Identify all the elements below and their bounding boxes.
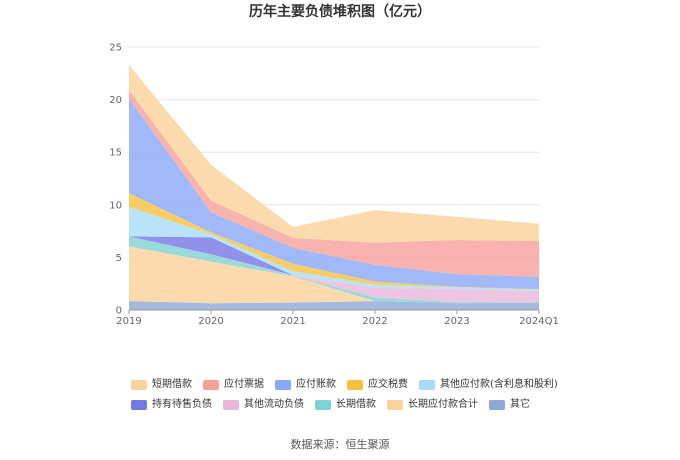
legend-label: 应付账款 [296,379,336,390]
area-series-2 [129,90,539,277]
chart-legend: 短期借款 应付票据 应付账款 应交税费 其他应付款(含利息和股利) 持有待售负债 其他流动… [131,378,671,418]
y-tick-label: 20 [109,95,122,106]
chart-title: 历年主要负债堆积图（亿元） [249,4,431,20]
area-series-group [129,64,539,310]
legend-item: 其他流动负债 [223,399,304,411]
legend-item: 其它 [489,399,530,411]
area-series-1 [129,64,539,243]
y-tick-label: 10 [109,200,122,211]
data-source-note: 数据来源：恒生聚源 [290,438,390,451]
legend-swatch [131,380,147,390]
y-tick-label: 15 [109,148,122,159]
x-tick-label: 2022 [362,316,387,327]
legend-label: 短期借款 [152,379,192,390]
legend-label: 应交税费 [368,379,408,390]
y-tick-label: 25 [109,43,122,54]
legend-label: 其他应付款(含利息和股利) [440,379,558,390]
x-tick-label: 2023 [444,316,469,327]
legend-item: 其他应付款(含利息和股利) [419,379,558,391]
legend-item: 持有待售负债 [131,399,212,411]
x-tick-label: 2019 [116,316,141,327]
legend-row: 短期借款 应付票据 应付账款 应交税费 其他应付款(含利息和股利) [131,378,671,392]
area-series-6 [129,236,539,292]
legend-item: 长期应付款合计 [387,399,478,411]
legend-swatch [131,400,147,410]
legend-item: 短期借款 [131,379,192,391]
y-tick-label: 5 [116,253,122,264]
legend-swatch [315,400,331,410]
legend-swatch [223,400,239,410]
legend-swatch [419,380,435,390]
legend-label: 应付票据 [224,379,264,390]
area-series-9 [129,246,539,304]
area-series-10 [129,301,539,310]
area-series-7 [129,236,539,303]
legend-swatch [489,400,505,410]
legend-item: 应付账款 [275,379,336,391]
legend-label: 其它 [510,399,530,410]
x-tick-label: 2021 [280,316,305,327]
y-tick-label: 0 [116,306,122,317]
legend-item: 应付票据 [203,379,264,391]
x-tick-label: 2024Q1 [519,316,559,327]
legend-swatch [387,400,403,410]
legend-item: 长期借款 [315,399,376,411]
legend-swatch [347,380,363,390]
x-tick-label: 2020 [198,316,223,327]
legend-label: 其他流动负债 [244,399,304,410]
legend-label: 持有待售负债 [152,399,212,410]
x-axis-labels: 2019 2020 2021 2022 2023 2024Q1 [116,316,559,327]
legend-item: 应交税费 [347,379,408,391]
x-axis [128,309,540,314]
legend-row: 持有待售负债 其他流动负债 长期借款 长期应付款合计 其它 [131,398,671,412]
legend-swatch [275,380,291,390]
y-axis-labels: 0 5 10 15 20 25 [109,43,122,317]
legend-swatch [203,380,219,390]
legend-label: 长期应付款合计 [408,399,478,410]
legend-label: 长期借款 [336,399,376,410]
